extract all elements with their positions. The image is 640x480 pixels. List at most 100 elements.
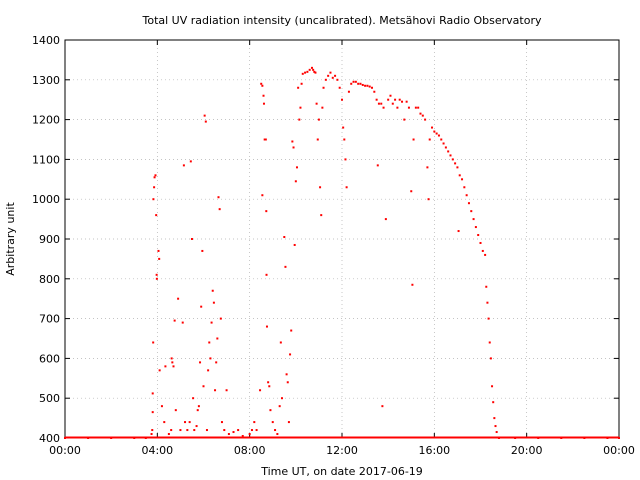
data-point: [322, 86, 325, 89]
y-axis-label: Arbitrary unit: [4, 202, 17, 276]
data-point: [357, 82, 360, 85]
data-point: [354, 80, 357, 83]
y-tick-label: 700: [39, 313, 60, 326]
y-tick-label: 500: [39, 392, 60, 405]
data-point: [407, 106, 410, 109]
data-point: [263, 138, 266, 141]
data-point: [152, 341, 155, 344]
data-point: [271, 421, 274, 424]
data-point: [197, 405, 200, 408]
data-point: [316, 138, 319, 141]
x-tick-label: 12:00: [326, 444, 358, 457]
data-point: [463, 186, 466, 189]
x-tick-label: 00:00: [603, 444, 635, 457]
data-point: [494, 425, 497, 428]
x-tick-label: 04:00: [141, 444, 173, 457]
data-point: [312, 68, 315, 71]
y-tick-label: 900: [39, 233, 60, 246]
data-point: [293, 243, 296, 246]
data-point: [382, 106, 385, 109]
data-point: [485, 285, 488, 288]
data-point: [153, 186, 156, 189]
data-point: [334, 74, 337, 77]
data-point: [426, 166, 429, 169]
data-point: [376, 164, 379, 167]
data-point: [171, 361, 174, 364]
data-point: [260, 82, 263, 85]
data-point: [201, 249, 204, 252]
y-tick-label: 400: [39, 432, 60, 445]
data-point: [290, 329, 293, 332]
data-point: [324, 78, 327, 81]
data-point: [186, 429, 189, 432]
data-point: [306, 70, 309, 73]
data-point: [217, 196, 220, 199]
data-point: [268, 385, 271, 388]
data-point: [384, 218, 387, 221]
data-point: [341, 98, 343, 101]
x-axis-ticks: 00:00 04:00 08:00 12:00 16:00 20:00 00:00: [49, 40, 635, 457]
data-point: [174, 409, 177, 412]
data-point: [212, 301, 215, 304]
data-point: [403, 118, 406, 121]
data-point: [204, 120, 207, 123]
data-point: [164, 365, 167, 368]
data-point: [368, 85, 371, 88]
data-point: [218, 208, 221, 211]
data-point: [207, 369, 210, 372]
data-point: [387, 98, 390, 101]
data-point: [381, 405, 384, 408]
data-point: [484, 253, 487, 256]
data-point: [295, 166, 298, 169]
data-point: [151, 392, 154, 395]
x-tick-label: 00:00: [49, 444, 81, 457]
data-point: [199, 361, 202, 364]
data-point: [359, 82, 362, 85]
data-point: [151, 411, 154, 414]
data-point: [286, 381, 289, 384]
data-point: [223, 429, 226, 432]
data-point: [313, 70, 316, 73]
x-tick-label: 20:00: [511, 444, 543, 457]
data-point: [489, 357, 492, 360]
data-point: [315, 102, 318, 105]
y-tick-label: 1300: [32, 74, 60, 87]
data-point: [371, 86, 374, 89]
data-point: [366, 84, 369, 87]
data-point: [262, 102, 265, 105]
data-points: [64, 66, 620, 439]
y-tick-label: 1100: [32, 153, 60, 166]
data-point: [208, 341, 211, 344]
data-point: [317, 118, 320, 121]
data-point: [195, 425, 198, 428]
data-point: [331, 76, 334, 79]
data-point: [487, 317, 490, 320]
data-point: [449, 154, 452, 157]
data-point: [209, 357, 212, 360]
data-point: [377, 102, 380, 105]
data-point: [241, 435, 244, 438]
data-point: [155, 273, 158, 276]
data-point: [454, 162, 457, 165]
data-point: [155, 214, 158, 217]
data-point: [280, 397, 283, 400]
x-tick-label: 08:00: [234, 444, 266, 457]
data-point: [181, 321, 184, 324]
data-point: [200, 305, 203, 308]
data-point: [375, 98, 378, 101]
data-point: [172, 365, 175, 368]
data-point: [467, 202, 470, 205]
data-point: [373, 90, 376, 93]
data-point: [479, 241, 482, 244]
data-point: [202, 385, 205, 388]
data-point: [428, 138, 431, 141]
data-point: [192, 397, 195, 400]
data-point: [344, 158, 347, 161]
data-point: [261, 84, 264, 87]
data-point: [321, 106, 324, 109]
data-point: [458, 174, 461, 177]
data-point: [276, 433, 279, 436]
data-point: [267, 381, 270, 384]
data-point: [210, 321, 213, 324]
data-point: [440, 138, 443, 141]
